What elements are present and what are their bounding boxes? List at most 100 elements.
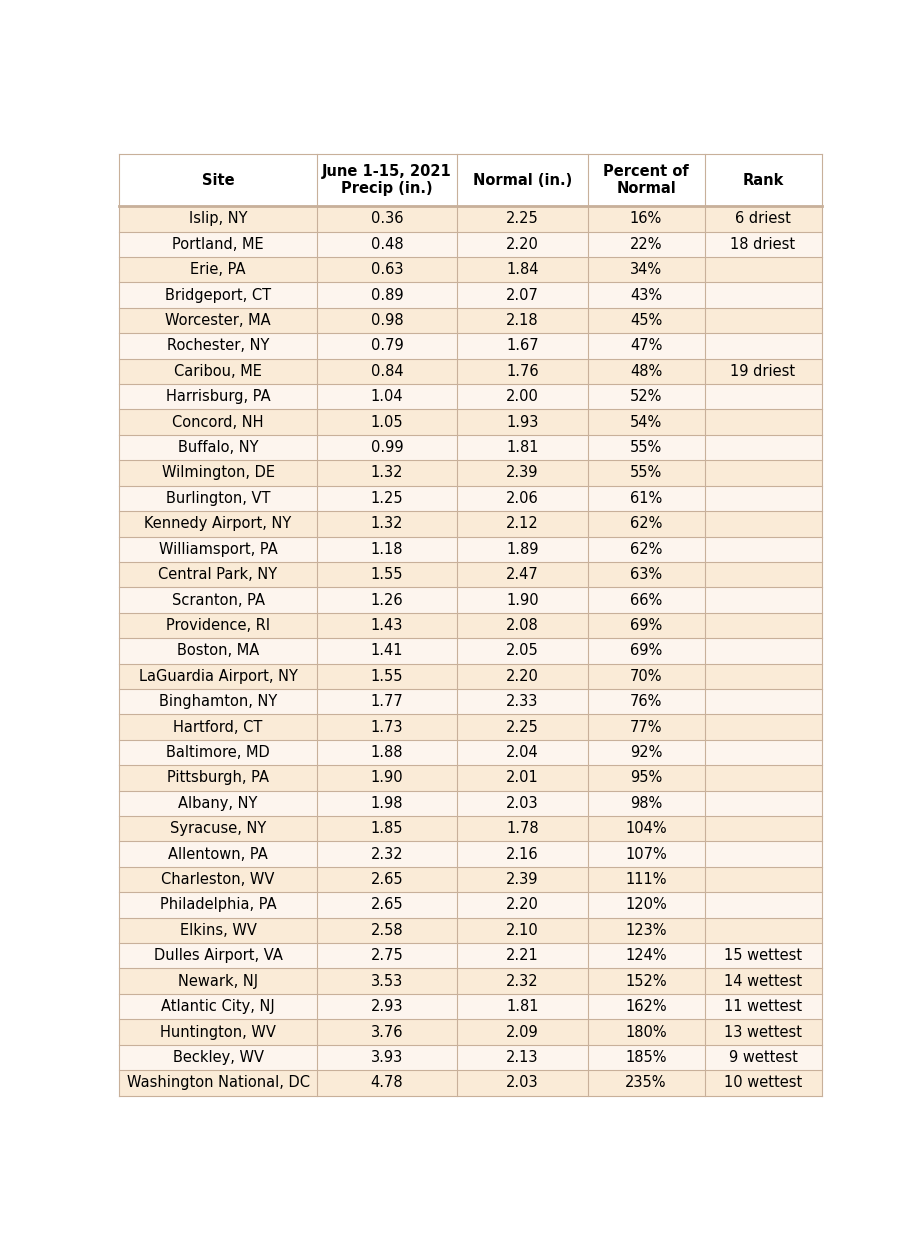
- Text: 152%: 152%: [625, 974, 666, 988]
- Text: 2.21: 2.21: [506, 949, 539, 964]
- Text: 2.75: 2.75: [371, 949, 403, 964]
- Text: 1.18: 1.18: [371, 542, 403, 557]
- Text: 62%: 62%: [630, 516, 662, 532]
- Text: Normal (in.): Normal (in.): [473, 172, 572, 188]
- Text: Site: Site: [202, 172, 234, 188]
- Text: 2.06: 2.06: [506, 491, 539, 506]
- Text: 14 wettest: 14 wettest: [724, 974, 802, 988]
- Text: 2.33: 2.33: [506, 694, 539, 709]
- Text: 1.88: 1.88: [371, 745, 403, 760]
- Text: 1.90: 1.90: [506, 593, 539, 607]
- Text: Caribou, ME: Caribou, ME: [174, 364, 262, 379]
- Text: 2.05: 2.05: [506, 643, 539, 658]
- Text: 19 driest: 19 driest: [731, 364, 796, 379]
- Text: Portland, ME: Portland, ME: [173, 236, 263, 252]
- Text: 123%: 123%: [625, 923, 666, 938]
- Bar: [119, 1070, 822, 1096]
- Text: 63%: 63%: [630, 567, 662, 583]
- Bar: [119, 383, 822, 409]
- Text: 2.03: 2.03: [506, 795, 539, 810]
- Bar: [119, 486, 822, 511]
- Text: 45%: 45%: [630, 313, 662, 328]
- Text: Harrisburg, PA: Harrisburg, PA: [166, 390, 270, 404]
- Text: Philadelphia, PA: Philadelphia, PA: [160, 898, 276, 913]
- Text: 76%: 76%: [630, 694, 662, 709]
- Text: 0.84: 0.84: [371, 364, 403, 379]
- Text: Dulles Airport, VA: Dulles Airport, VA: [153, 949, 283, 964]
- Bar: [119, 588, 822, 612]
- Text: 120%: 120%: [625, 898, 666, 913]
- Bar: [119, 612, 822, 638]
- Text: 2.18: 2.18: [506, 313, 539, 328]
- Bar: [119, 663, 822, 689]
- Text: Central Park, NY: Central Park, NY: [159, 567, 277, 583]
- Bar: [119, 689, 822, 715]
- Text: 0.89: 0.89: [371, 288, 403, 303]
- Text: Syracuse, NY: Syracuse, NY: [170, 821, 266, 836]
- Bar: [119, 790, 822, 816]
- Text: 54%: 54%: [630, 414, 662, 429]
- Text: 1.93: 1.93: [506, 414, 539, 429]
- Text: Newark, NJ: Newark, NJ: [178, 974, 258, 988]
- Text: LaGuardia Airport, NY: LaGuardia Airport, NY: [139, 669, 297, 684]
- Text: 111%: 111%: [625, 872, 666, 887]
- Text: 2.65: 2.65: [371, 872, 403, 887]
- Text: 43%: 43%: [630, 288, 662, 303]
- Text: 1.90: 1.90: [371, 771, 403, 785]
- Text: 2.09: 2.09: [506, 1024, 539, 1039]
- Bar: [119, 537, 822, 562]
- Text: 95%: 95%: [630, 771, 662, 785]
- Text: 1.73: 1.73: [371, 720, 403, 735]
- Text: 22%: 22%: [630, 236, 662, 252]
- Text: 92%: 92%: [630, 745, 662, 760]
- Text: Hartford, CT: Hartford, CT: [174, 720, 263, 735]
- Text: 2.39: 2.39: [506, 465, 539, 480]
- Bar: [119, 435, 822, 460]
- Text: 2.01: 2.01: [506, 771, 539, 785]
- Bar: [119, 257, 822, 282]
- Text: Elkins, WV: Elkins, WV: [180, 923, 256, 938]
- Text: Rochester, NY: Rochester, NY: [167, 339, 269, 354]
- Bar: [119, 359, 822, 383]
- Text: 235%: 235%: [625, 1075, 666, 1090]
- Bar: [119, 207, 822, 231]
- Text: Charleston, WV: Charleston, WV: [162, 872, 274, 887]
- Text: 66%: 66%: [630, 593, 662, 607]
- Text: 9 wettest: 9 wettest: [729, 1050, 798, 1065]
- Bar: [119, 231, 822, 257]
- Text: Allentown, PA: Allentown, PA: [168, 846, 268, 862]
- Text: 0.36: 0.36: [371, 212, 403, 226]
- Text: Erie, PA: Erie, PA: [190, 262, 246, 277]
- Text: Rank: Rank: [743, 172, 784, 188]
- Text: 2.10: 2.10: [506, 923, 539, 938]
- Text: 0.63: 0.63: [371, 262, 403, 277]
- Text: 1.81: 1.81: [506, 999, 539, 1014]
- Text: Atlantic City, NJ: Atlantic City, NJ: [162, 999, 274, 1014]
- Text: 2.08: 2.08: [506, 618, 539, 633]
- Bar: [119, 943, 822, 969]
- Text: 2.25: 2.25: [506, 212, 539, 226]
- Text: 3.53: 3.53: [371, 974, 403, 988]
- Bar: [119, 918, 822, 943]
- Text: 3.76: 3.76: [371, 1024, 403, 1039]
- Text: 69%: 69%: [630, 618, 662, 633]
- Text: 16%: 16%: [630, 212, 662, 226]
- Text: 2.04: 2.04: [506, 745, 539, 760]
- Text: Washington National, DC: Washington National, DC: [127, 1075, 309, 1090]
- Text: 55%: 55%: [630, 440, 662, 455]
- Text: 10 wettest: 10 wettest: [724, 1075, 802, 1090]
- Text: 2.20: 2.20: [506, 898, 539, 913]
- Text: 2.32: 2.32: [506, 974, 539, 988]
- Text: 47%: 47%: [630, 339, 662, 354]
- Text: Huntington, WV: Huntington, WV: [160, 1024, 276, 1039]
- Bar: [119, 892, 822, 918]
- Text: 61%: 61%: [630, 491, 662, 506]
- Text: 1.55: 1.55: [371, 669, 403, 684]
- Text: Islip, NY: Islip, NY: [189, 212, 247, 226]
- Bar: [119, 638, 822, 663]
- Text: 1.26: 1.26: [371, 593, 403, 607]
- Text: 2.25: 2.25: [506, 720, 539, 735]
- Bar: [119, 282, 822, 308]
- Bar: [119, 409, 822, 435]
- Text: Bridgeport, CT: Bridgeport, CT: [165, 288, 271, 303]
